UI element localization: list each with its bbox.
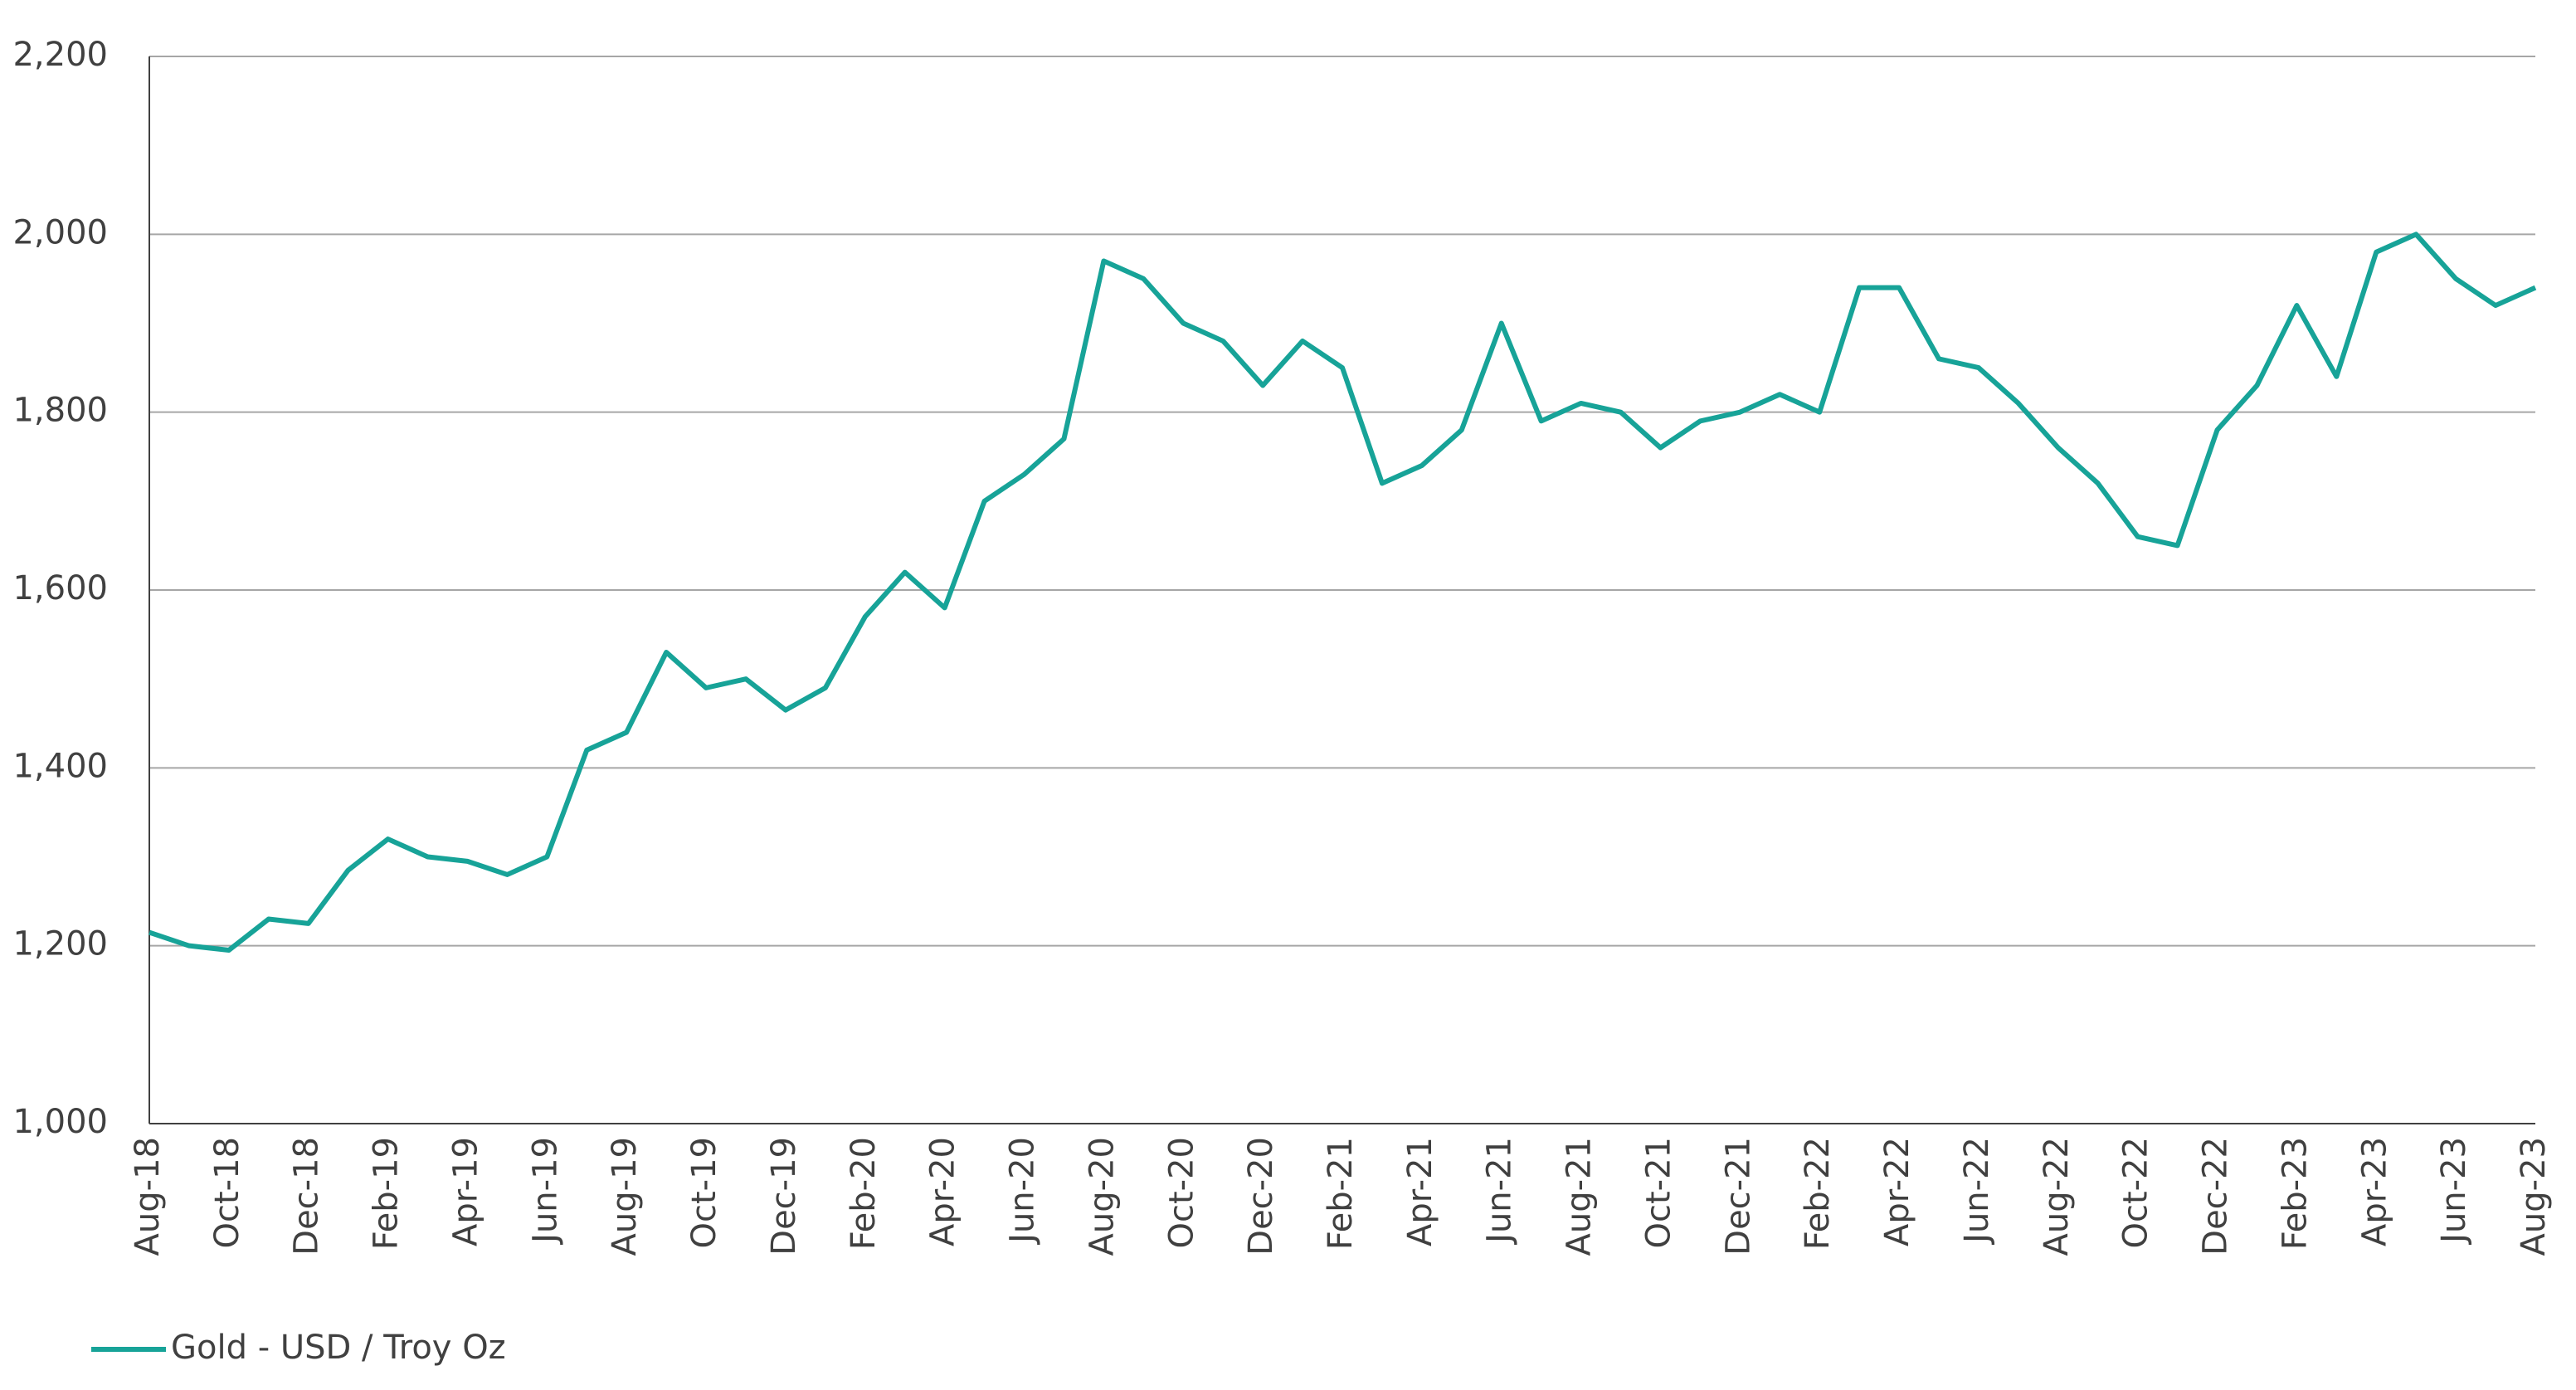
- x-tick-label: Feb-22: [1799, 1137, 1837, 1250]
- y-tick-label: 2,000: [12, 213, 108, 251]
- y-tick-label: 1,600: [12, 569, 108, 607]
- x-tick-label: Oct-19: [685, 1137, 723, 1249]
- x-tick-label: Dec-22: [2197, 1137, 2235, 1256]
- x-tick-label: Jun-20: [1004, 1137, 1042, 1246]
- x-tick-label: Aug-20: [1083, 1137, 1121, 1256]
- x-tick-label: Dec-21: [1719, 1137, 1757, 1256]
- x-tick-label: Feb-19: [368, 1137, 406, 1250]
- x-tick-label: Dec-18: [288, 1137, 326, 1256]
- x-tick-label: Feb-23: [2276, 1137, 2314, 1250]
- y-tick-label: 1,400: [12, 747, 108, 785]
- x-tick-label: Jun-19: [526, 1137, 564, 1246]
- x-tick-label: Feb-20: [845, 1137, 883, 1250]
- x-tick-label: Jun-23: [2435, 1137, 2473, 1246]
- y-tick-label: 1,200: [12, 925, 108, 963]
- x-tick-label: Dec-19: [765, 1137, 803, 1256]
- x-tick-label: Aug-18: [129, 1137, 167, 1256]
- x-tick-label: Apr-23: [2355, 1137, 2393, 1246]
- x-tick-label: Jun-21: [1481, 1137, 1519, 1246]
- x-tick-label: Apr-21: [1401, 1137, 1439, 1246]
- x-tick-label: Jun-22: [1958, 1137, 1996, 1246]
- y-tick-label: 2,200: [12, 36, 108, 74]
- x-tick-label: Feb-21: [1322, 1137, 1360, 1250]
- x-tick-label: Aug-22: [2038, 1137, 2076, 1256]
- x-tick-label: Aug-23: [2515, 1137, 2553, 1256]
- x-tick-label: Apr-19: [446, 1137, 485, 1246]
- legend-label: Gold - USD / Troy Oz: [171, 1329, 506, 1367]
- y-tick-label: 1,000: [12, 1103, 108, 1141]
- x-tick-label: Oct-18: [208, 1137, 246, 1249]
- x-tick-label: Dec-20: [1242, 1137, 1280, 1256]
- data-line: [149, 232, 2537, 953]
- x-tick-label: Apr-22: [1878, 1137, 1916, 1246]
- x-tick-label: Aug-21: [1561, 1137, 1599, 1256]
- x-tick-label: Oct-20: [1162, 1137, 1200, 1249]
- x-tick-label: Oct-22: [2117, 1137, 2155, 1249]
- x-tick-label: Apr-20: [924, 1137, 962, 1246]
- x-tick-label: Aug-19: [606, 1137, 644, 1256]
- x-tick-label: Oct-21: [1639, 1137, 1678, 1249]
- y-tick-label: 1,800: [12, 392, 108, 430]
